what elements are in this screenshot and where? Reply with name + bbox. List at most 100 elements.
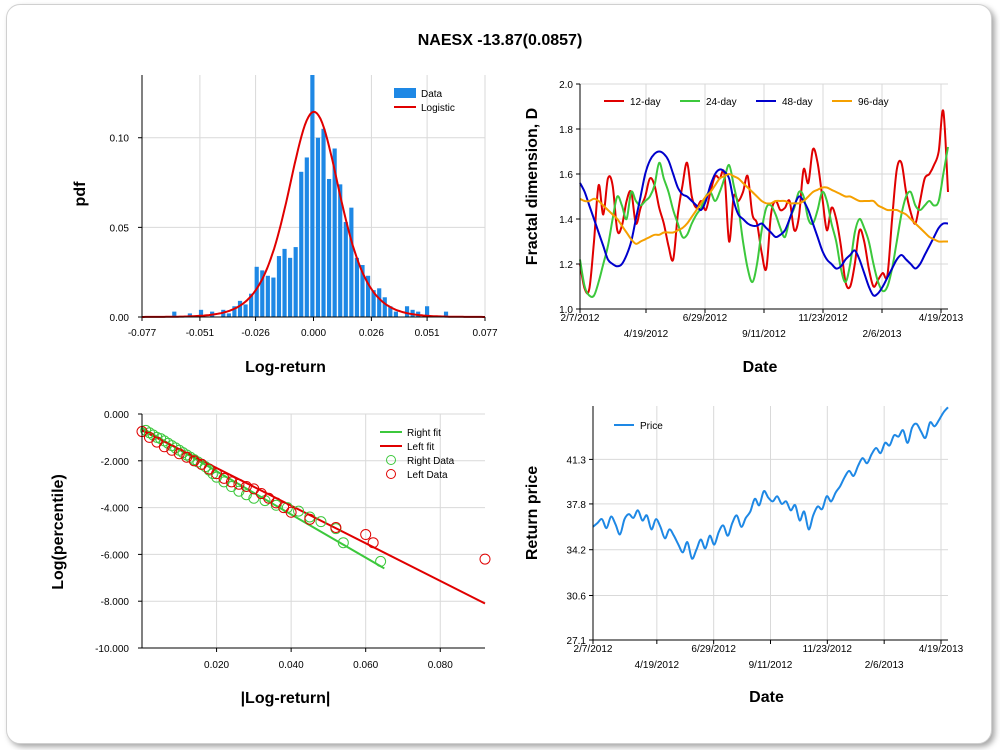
y-tick-label: 30.6: [567, 591, 587, 602]
legend: 12-day 24-day 48-day 96-day: [604, 97, 889, 108]
data-point: [367, 537, 379, 549]
y-tick-label: 1.6: [559, 170, 573, 181]
data-point: [166, 444, 178, 456]
legend: Data Logistic: [394, 88, 455, 114]
histogram-bar: [243, 304, 248, 317]
histogram-group: -0.077 -0.051 -0.026 0.000 0.026 0.051 0.077 0.…: [72, 75, 498, 376]
histogram-bar: [271, 277, 276, 317]
histogram-bar: [288, 257, 293, 317]
legend-label: Logistic: [421, 103, 455, 114]
data-point: [304, 511, 316, 523]
x-tick-label: 9/11/2012: [742, 329, 786, 340]
x-tick-label: 2/6/2013: [863, 329, 902, 340]
legend-label: 24-day: [706, 97, 737, 108]
x-tick-label: 11/23/2012: [798, 313, 848, 324]
legend-swatch: [386, 469, 396, 479]
histogram-bar: [315, 137, 321, 317]
histogram-bar: [338, 184, 343, 317]
data-point: [240, 489, 252, 501]
data-point: [285, 506, 297, 518]
x-tick-label: 2/7/2012: [561, 313, 600, 324]
histogram-bar: [260, 270, 265, 317]
histogram-bar: [377, 288, 382, 317]
histogram-bar: [327, 178, 332, 317]
data-point: [360, 529, 372, 541]
y-tick-label: 1.4: [559, 215, 573, 226]
data-point: [293, 505, 305, 517]
histogram-bar: [310, 75, 315, 317]
legend-label: 12-day: [630, 97, 661, 108]
histogram-bar: [404, 306, 410, 317]
legend-label: Left Data: [407, 470, 448, 481]
y-axis-label: Fractal dimension, D: [524, 108, 541, 265]
histogram-bar: [365, 275, 371, 317]
histogram-bar: [371, 290, 376, 317]
legend: Right fit Left fit Right Data Left Data: [380, 428, 455, 481]
series-line-96-day: [579, 172, 948, 245]
y-tick-label: -6.000: [101, 550, 130, 561]
legend-label: Right fit: [407, 428, 441, 439]
x-tick-label: -0.026: [241, 328, 270, 339]
x-axis-label: Date: [749, 689, 784, 706]
legend-label: 48-day: [782, 97, 813, 108]
histogram-bar: [354, 257, 360, 317]
histogram-bar: [393, 311, 398, 317]
x-tick-label: 0.077: [472, 328, 497, 339]
histogram-bar: [425, 306, 430, 317]
x-tick-label: 11/23/2012: [803, 644, 853, 655]
y-tick-label: 0.10: [110, 134, 130, 145]
histogram-bar: [254, 266, 259, 317]
histogram-bar: [293, 247, 298, 317]
data-point: [270, 499, 282, 511]
y-tick-label: -4.000: [101, 504, 130, 515]
data-point: [330, 521, 342, 533]
tail-chart: 0.020 0.040 0.060 0.080 0.000 -2.000 -4.000 -6.…: [50, 410, 491, 707]
histogram-bar: [388, 306, 393, 317]
legend-label: Left fit: [407, 442, 434, 453]
data-point: [233, 478, 245, 490]
legend-swatch: [386, 455, 396, 465]
histogram-bar: [237, 300, 243, 317]
data-point: [240, 481, 252, 493]
histogram-bar: [343, 221, 348, 317]
x-tick-label: 2/7/2012: [574, 644, 613, 655]
data-point: [375, 555, 387, 567]
data-point: [218, 472, 230, 484]
data-point: [479, 553, 491, 565]
y-tick-label: 34.2: [567, 546, 587, 557]
legend: Price: [614, 421, 663, 432]
x-tick-label: -0.077: [128, 328, 157, 339]
x-tick-label: 9/11/2012: [749, 660, 793, 671]
x-tick-label: 4/19/2012: [635, 660, 680, 671]
x-axis-label: |Log-return|: [241, 690, 331, 707]
x-tick-label: 0.026: [359, 328, 384, 339]
fractal-chart: 2/7/2012 4/19/2012 6/29/2012 9/11/2012 11/23…: [524, 80, 964, 376]
x-tick-label: 0.051: [415, 328, 440, 339]
data-point: [158, 441, 170, 453]
x-tick-label: 2/6/2013: [865, 660, 904, 671]
x-tick-label: 4/19/2013: [919, 644, 964, 655]
data-point: [304, 513, 316, 525]
logistic-fit-line: [142, 110, 485, 318]
histogram-bar: [304, 157, 309, 317]
y-tick-label: 0.00: [110, 313, 130, 324]
histogram-bar: [282, 248, 287, 317]
y-tick-label: 0.000: [104, 410, 129, 421]
histogram-bar: [232, 306, 237, 317]
y-axis-label: Log(percentile): [50, 474, 67, 590]
x-tick-label: 0.040: [279, 660, 304, 671]
histogram-bar: [172, 311, 177, 317]
x-tick-label: 0.080: [428, 660, 453, 671]
x-tick-label: 4/19/2012: [624, 329, 669, 340]
x-axis-label: Date: [743, 359, 778, 376]
data-point: [188, 455, 200, 467]
x-axis-label: Log-return: [245, 359, 326, 376]
y-tick-label: 1.8: [559, 125, 573, 136]
x-tick-label: 0.000: [301, 328, 326, 339]
y-tick-label: -2.000: [101, 457, 130, 468]
histogram-bar: [265, 275, 270, 317]
x-tick-label: -0.051: [186, 328, 215, 339]
legend-label: 96-day: [858, 97, 889, 108]
histogram-bar: [332, 148, 337, 317]
